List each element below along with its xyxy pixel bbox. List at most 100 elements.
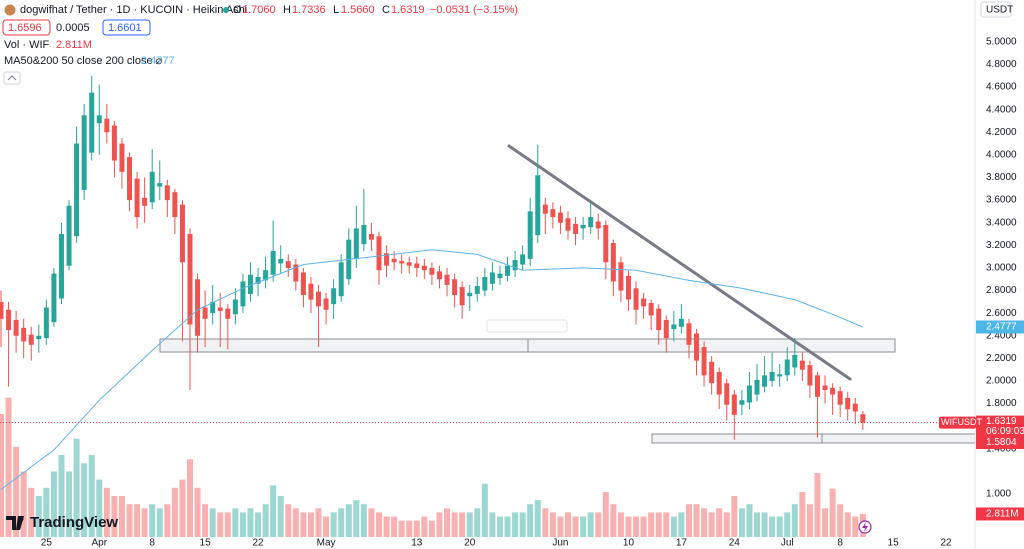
- collapse-button[interactable]: [3, 71, 21, 85]
- candle-body: [157, 183, 163, 187]
- ohlc-label: C: [382, 4, 390, 16]
- ohlc-label: H: [283, 4, 291, 16]
- y-tick-label: 3.4000: [986, 217, 1017, 228]
- candle-body: [293, 264, 299, 282]
- volume-bar: [247, 508, 254, 537]
- volume-bar: [754, 512, 760, 537]
- volume-bar: [769, 516, 776, 537]
- volume-bar: [81, 463, 88, 537]
- candle-body: [678, 318, 684, 327]
- candle-body: [777, 374, 783, 377]
- candle-body: [852, 403, 858, 412]
- volume-bar: [444, 508, 451, 537]
- ohlc-value: 1.6319: [391, 4, 425, 16]
- price-axis: 1.0001.40001.80002.00002.20002.40002.600…: [976, 36, 1024, 521]
- candle-body: [565, 218, 571, 231]
- candle-body: [179, 204, 185, 263]
- ask-box[interactable]: [102, 19, 151, 36]
- candle-body: [270, 250, 276, 275]
- candle-body: [724, 383, 730, 405]
- candle-body: [51, 273, 57, 323]
- candle-body: [505, 265, 511, 276]
- support-box[interactable]: [651, 433, 976, 444]
- x-tick-label: 10: [623, 538, 635, 549]
- y-tick-label: 4.8000: [986, 59, 1017, 70]
- candle-body: [142, 197, 148, 206]
- volume-bar: [512, 512, 519, 537]
- x-tick-label: 22: [252, 538, 264, 549]
- candle-body: [210, 301, 216, 314]
- candle-body: [610, 243, 616, 282]
- candle-body: [830, 387, 836, 395]
- ghost-box: [486, 319, 568, 333]
- volume-bar: [655, 512, 662, 537]
- candle-body: [240, 281, 246, 307]
- candle-body: [164, 185, 170, 201]
- candle-body: [467, 292, 473, 297]
- volume-legend[interactable]: Vol · WIF: [4, 39, 50, 51]
- candle-body: [368, 234, 374, 240]
- volume-bar: [255, 512, 262, 537]
- candle-body: [837, 391, 843, 405]
- y-tick-label: 5.0000: [986, 36, 1017, 47]
- support-label: 1.5804: [986, 437, 1017, 448]
- candle-body: [202, 307, 208, 319]
- volume-bar: [164, 504, 171, 537]
- volume-bar: [557, 516, 564, 537]
- countdown: 06:09:03: [986, 426, 1024, 437]
- volume-bar: [66, 471, 73, 537]
- volume-bar: [738, 508, 745, 537]
- volume-bar: [602, 491, 609, 537]
- last-price: 1.6319: [986, 416, 1017, 427]
- candle-body: [172, 192, 178, 218]
- volume-bar: [723, 512, 730, 537]
- volume-bar: [837, 504, 844, 537]
- volume-bar: [13, 446, 20, 537]
- volume-bar: [239, 512, 246, 537]
- volume-bar: [43, 487, 50, 537]
- candle-body: [671, 324, 677, 329]
- volume-bar: [330, 512, 337, 537]
- volume-bar: [149, 504, 156, 537]
- candle-body: [550, 209, 556, 218]
- candle-body: [452, 279, 458, 296]
- candle-body: [686, 323, 692, 345]
- currency-button[interactable]: [980, 1, 1012, 18]
- volume-bar: [663, 512, 670, 537]
- last-price-bg: [976, 415, 1024, 438]
- market-status: [223, 7, 229, 13]
- candle-body: [0, 301, 4, 319]
- candle-body: [421, 265, 427, 271]
- volume-bar: [701, 508, 708, 537]
- candles: [0, 75, 866, 490]
- volume-bar: [368, 508, 375, 537]
- ohlc-value: 1.7336: [292, 4, 326, 16]
- ma-legend[interactable]: MA50&200 50 close 200 close ⌀: [4, 55, 163, 67]
- volume-bar: [277, 496, 284, 537]
- candle-body: [792, 354, 798, 368]
- candle-body: [36, 335, 42, 340]
- y-tick-label: 2.2000: [986, 353, 1017, 364]
- candle-body: [746, 385, 752, 403]
- candle-body: [316, 291, 322, 307]
- volume-bar: [134, 504, 141, 537]
- volume-bar: [481, 483, 488, 537]
- volume-bar: [187, 459, 193, 537]
- y-tick-label: 2.4000: [986, 330, 1017, 341]
- trend-line[interactable]: [507, 144, 852, 381]
- alert-bolt: [862, 522, 868, 532]
- volume-bar: [784, 512, 791, 537]
- volume-bar: [58, 455, 65, 537]
- volume-bar: [799, 491, 806, 537]
- volume-bar: [814, 473, 821, 537]
- volume-bar: [421, 516, 428, 537]
- bid-box[interactable]: [2, 19, 51, 36]
- candle-body: [595, 221, 601, 229]
- volume-bar: [587, 512, 594, 537]
- x-tick-label: 8: [149, 538, 155, 549]
- volume-bar: [383, 516, 390, 537]
- volume-bar: [0, 414, 4, 537]
- volume-bar: [353, 500, 360, 537]
- symbol-title[interactable]: dogwifhat / Tether · 1D · KUCOIN · Heiki…: [20, 4, 247, 16]
- volume-bar: [746, 504, 753, 537]
